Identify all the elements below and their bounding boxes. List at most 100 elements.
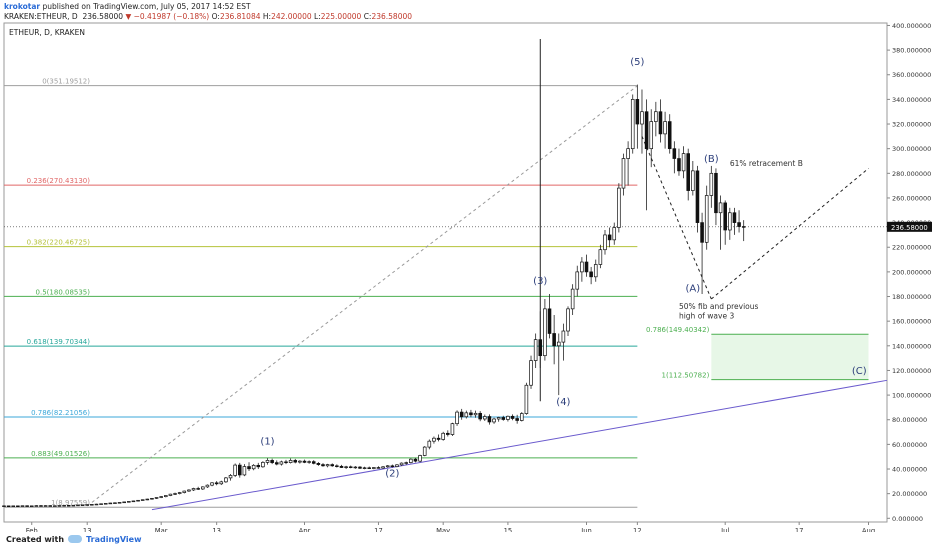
candle-body	[686, 153, 690, 191]
dashed-line	[86, 85, 638, 507]
fib-label: 0.786(82.21056)	[31, 409, 90, 417]
candle-body	[714, 172, 718, 214]
x-tick-label: 13	[83, 527, 92, 532]
candle-body	[214, 482, 219, 485]
candle-body	[90, 504, 94, 506]
price-chart[interactable]: ETHEUR, D, KRAKEN 0.786(149.40342) 1(112.…	[0, 0, 932, 532]
candle-body	[302, 460, 307, 463]
candle-body	[140, 499, 145, 501]
candle-body	[741, 226, 746, 228]
candle-body	[298, 460, 302, 463]
candle-body	[446, 432, 450, 435]
wave-label: (3)	[533, 276, 547, 287]
wave-label: (C)	[852, 366, 867, 377]
candle-body	[510, 415, 515, 419]
candle-body	[48, 505, 53, 507]
candle-body	[196, 488, 200, 490]
candle-body	[210, 482, 214, 486]
x-tick-label: May	[436, 527, 450, 532]
x-tick-label: 15	[504, 527, 513, 532]
y-tick-label: 200.000000	[892, 268, 931, 276]
candle-body	[224, 477, 228, 483]
y-tick-label: 160.000000	[892, 318, 931, 326]
candle-body	[561, 330, 566, 343]
candle-body	[145, 498, 150, 501]
candle-body	[307, 461, 311, 463]
wave-label: (1)	[260, 436, 274, 447]
candle-body	[127, 501, 131, 503]
candle-body	[335, 465, 339, 467]
candle-body	[589, 271, 593, 278]
candle-body	[441, 432, 445, 440]
candle-body	[20, 505, 25, 507]
symbol-label: KRAKEN:ETHEUR, D	[4, 12, 78, 21]
candle-body	[519, 413, 524, 421]
candle-body	[390, 465, 395, 467]
candle-body	[376, 467, 381, 469]
x-tick-label: Apr	[299, 527, 311, 532]
candle-body	[85, 504, 89, 506]
candle-body	[182, 490, 187, 493]
candle-body	[113, 502, 117, 504]
candle-body	[607, 234, 612, 241]
fib-label: 0.883(49.01526)	[31, 450, 90, 458]
candle-body	[274, 462, 279, 465]
candle-body	[547, 308, 552, 334]
y-tick-label: 0.000000	[892, 515, 923, 523]
y-tick-label: 180.000000	[892, 293, 931, 301]
high-value: 242.00000	[271, 12, 312, 21]
candle-body	[311, 461, 316, 464]
y-tick-label: 140.000000	[892, 342, 931, 350]
candle-body	[53, 505, 57, 507]
candle-body	[316, 463, 321, 465]
candle-body	[34, 505, 39, 507]
candle-body	[372, 467, 376, 469]
candle-body	[617, 187, 621, 228]
footer-brand[interactable]: TradingView	[86, 535, 142, 544]
candle-body	[455, 411, 459, 425]
candle-body	[709, 172, 714, 196]
candle-body	[191, 488, 196, 491]
candle-body	[353, 466, 358, 469]
candle-body	[667, 121, 672, 150]
candle-body	[626, 148, 630, 159]
y-tick-label: 380.000000	[892, 47, 931, 55]
annotation-text: high of wave 3	[679, 312, 735, 321]
candle-body	[538, 339, 543, 357]
candle-body	[566, 308, 570, 332]
candle-body	[99, 503, 103, 505]
author-link[interactable]: krokotar	[4, 2, 41, 11]
y-tick-label: 100.000000	[892, 392, 931, 400]
y-tick-label: 280.000000	[892, 170, 931, 178]
x-tick-label: Mar	[155, 527, 168, 532]
candle-body	[29, 505, 34, 508]
candle-body	[543, 308, 547, 357]
cloud-logo-icon	[68, 535, 83, 543]
candle-body	[672, 148, 677, 159]
candle-body	[71, 504, 76, 507]
candle-body	[515, 418, 519, 421]
candle-body	[584, 261, 589, 273]
candle-body	[25, 505, 29, 507]
candle-body	[284, 461, 288, 464]
candle-body	[603, 234, 607, 251]
low-value: 225.00000	[320, 12, 362, 21]
candle-body	[358, 466, 362, 469]
candle-body	[57, 505, 62, 507]
low-label: L:	[314, 12, 321, 21]
candle-body	[362, 467, 367, 469]
candle-body	[469, 412, 473, 416]
footer-created: Created with	[6, 535, 65, 544]
wave-label: (B)	[704, 154, 719, 165]
candle-body	[177, 492, 182, 494]
fib-label: 0.382(220.46725)	[27, 239, 91, 247]
candle-body	[737, 222, 741, 227]
candle-body	[131, 500, 136, 503]
candle-body	[2, 505, 6, 508]
y-tick-label: 260.000000	[892, 194, 931, 202]
candle-body	[108, 502, 113, 505]
candle-body	[62, 505, 66, 507]
candle-body	[473, 412, 478, 416]
projection-label: 0.786(149.40342)	[646, 326, 710, 334]
candle-body	[483, 416, 487, 420]
